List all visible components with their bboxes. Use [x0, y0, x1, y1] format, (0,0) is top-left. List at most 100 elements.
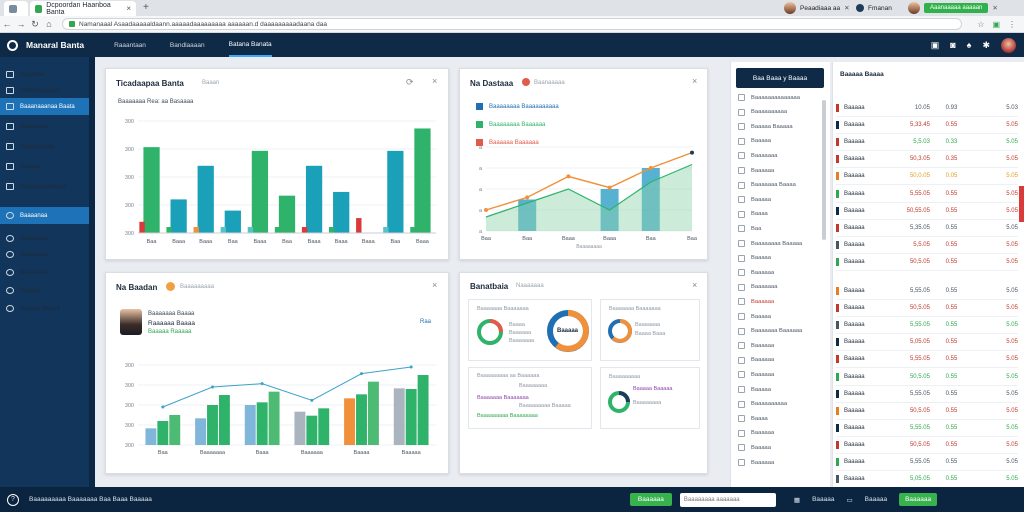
filter-list-item[interactable]: Baaaaaaa Baaaaaa [738, 327, 802, 335]
table-row[interactable]: Baaaaa 5,05.05 0.55 5.05 [836, 334, 1018, 352]
menu-icon[interactable]: ⋮ [1008, 19, 1016, 29]
filter-list-item[interactable]: Baaaaaaaaaa [738, 400, 787, 408]
bar-series-2[interactable] [405, 389, 417, 445]
bar-series-2b[interactable] [417, 375, 429, 445]
filter-list-item[interactable]: Baaaaa [738, 386, 771, 393]
checkbox[interactable] [738, 415, 745, 423]
bar-series-1[interactable] [244, 405, 256, 445]
status-action-button[interactable]: Baaaaaa [629, 493, 672, 506]
filter-list-item[interactable]: Baa [738, 225, 761, 233]
list-scrollbar[interactable] [822, 100, 826, 240]
table-row[interactable]: Baaaaa 5,35.05 0.55 5.05 [836, 220, 1018, 237]
table-row[interactable]: Baaaaa 50,5.05 0.55 5.05 [836, 300, 1018, 318]
status-green-button[interactable]: Baaaaaa [899, 493, 938, 506]
filter-list-item[interactable]: Baaaaaaaa Baaaaa [738, 240, 802, 247]
checkbox[interactable] [738, 444, 745, 452]
bar-series-2[interactable] [256, 402, 268, 445]
bar-secondary[interactable] [247, 227, 254, 233]
filter-list-header[interactable]: Baa Baaa y Baaaa [736, 68, 824, 88]
sidebar-item[interactable]: Baaaaa [0, 282, 89, 299]
close-tab-icon[interactable]: × [126, 4, 131, 13]
filter-list-item[interactable]: Baaaaaa [738, 269, 774, 277]
trend-point[interactable] [409, 365, 413, 369]
browser-tab-pinned[interactable] [4, 1, 28, 16]
forward-icon[interactable]: → [16, 19, 26, 29]
line-point[interactable] [525, 195, 530, 200]
app-logo-icon[interactable] [7, 39, 18, 51]
status-item[interactable]: Baaaaa [864, 496, 888, 503]
filter-list-item[interactable]: Baaaaaa [738, 167, 774, 174]
filter-list-item[interactable]: Baaaaa [738, 137, 771, 145]
bar-secondary[interactable] [328, 227, 335, 233]
sidebar-item[interactable]: Baaaaaaa [0, 246, 89, 263]
profile-mid[interactable]: Fmanan [856, 1, 892, 15]
sidebar-item[interactable]: Baanaaaaaa [0, 138, 89, 155]
filter-list-item[interactable]: Baaaaaaaaaaaaaa [738, 94, 800, 101]
bar-series-1[interactable] [344, 398, 356, 445]
checkbox[interactable] [738, 269, 745, 277]
line-point[interactable] [566, 174, 571, 179]
sidebar-item[interactable]: Bamanaaaaan [0, 82, 89, 99]
table-row[interactable]: Baaaaa 5,55.05 0.55 5.05 [836, 454, 1018, 471]
sidebar-item[interactable]: Baaanaa [0, 66, 89, 83]
bar-series-2b[interactable] [169, 415, 181, 445]
bar-secondary[interactable] [166, 227, 172, 233]
line-point[interactable] [484, 208, 488, 212]
person-badge[interactable]: Raa [420, 319, 432, 325]
line-point[interactable] [690, 150, 694, 155]
user-avatar[interactable] [1001, 37, 1016, 53]
bar[interactable] [518, 199, 537, 232]
checkbox[interactable] [738, 400, 745, 408]
bar[interactable] [305, 165, 323, 233]
checkbox[interactable] [738, 152, 745, 160]
bar-series-1[interactable] [294, 411, 306, 445]
bar[interactable] [333, 191, 350, 233]
bar-series-1[interactable] [195, 418, 207, 445]
table-row[interactable]: Baaaaa 5,55.05 0.55 5.05 [836, 283, 1018, 300]
filter-list-item[interactable]: Baaaa [738, 210, 768, 218]
filter-list-item[interactable]: Baaaaaa [738, 371, 774, 379]
checkbox[interactable] [738, 123, 745, 131]
sidebar-item[interactable]: Baaaanaa [0, 264, 89, 281]
url-field[interactable]: Namanaaal Asaadaaaaaldaann.aaaaadaaaaaaa… [62, 18, 962, 30]
filter-list-item[interactable]: Baaaaaa [738, 342, 774, 350]
sidebar-item[interactable]: Baaaanaa [0, 207, 89, 224]
grid-icon[interactable]: ▦ [793, 496, 801, 504]
screen-icon[interactable]: ▭ [846, 496, 853, 504]
checkbox[interactable] [738, 210, 745, 218]
sidebar-item[interactable]: Baaanaaanaa Baata [0, 98, 89, 115]
checkbox[interactable] [738, 459, 745, 466]
bar-series-2b[interactable] [318, 408, 330, 445]
bar[interactable] [641, 168, 660, 231]
monitor-icon[interactable]: ▣ [930, 39, 940, 50]
camera-icon[interactable]: ◙ [950, 40, 956, 50]
new-tab-icon[interactable]: + [143, 2, 149, 13]
table-row[interactable]: Baaaaa 5,33.45 0.55 5.05 [836, 117, 1018, 135]
table-row[interactable]: Baaaaa 50,5.05 0.55 5.05 [836, 403, 1018, 420]
table-row[interactable]: Baaaaa 5,55.05 0.55 5.05 [836, 317, 1018, 335]
table-row[interactable]: Baaaaa 50,0.05 0.05 5.05 [836, 168, 1018, 186]
checkbox[interactable] [738, 298, 745, 306]
status-item[interactable]: Baaaaa [812, 496, 835, 503]
sidebar-item[interactable]: Baaaaa Baaaa [0, 300, 89, 317]
settings-icon[interactable]: ✱ [982, 39, 990, 50]
sidebar-item[interactable]: Baaaaaa Baaaaa [0, 178, 89, 195]
filter-list-item[interactable]: Baaaaa [738, 254, 771, 262]
filter-list-item[interactable]: Baaaaaaa [738, 152, 777, 160]
profile-area[interactable]: Peaadiaaa aa ✕ [784, 1, 850, 15]
checkbox[interactable] [738, 254, 745, 262]
close-icon[interactable]: × [432, 76, 438, 86]
table-row[interactable]: Baaaaa 5,55.05 0.55 5.05 [836, 386, 1018, 403]
nav-tab-3-active[interactable]: Batana Banata [228, 34, 272, 57]
bar-secondary[interactable] [356, 218, 362, 233]
checkbox[interactable] [738, 327, 745, 335]
profile-right[interactable]: Aaanaaaaa aaaaan ✕ [908, 1, 998, 15]
bar-series-2[interactable] [356, 394, 367, 445]
trend-point[interactable] [161, 405, 165, 409]
checkbox[interactable] [738, 108, 745, 116]
checkbox[interactable] [738, 342, 745, 350]
trend-point[interactable] [360, 372, 363, 376]
checkbox[interactable] [738, 386, 745, 393]
filter-list-item[interactable]: Baaaaaaa [738, 283, 777, 291]
checkbox[interactable] [738, 225, 745, 233]
